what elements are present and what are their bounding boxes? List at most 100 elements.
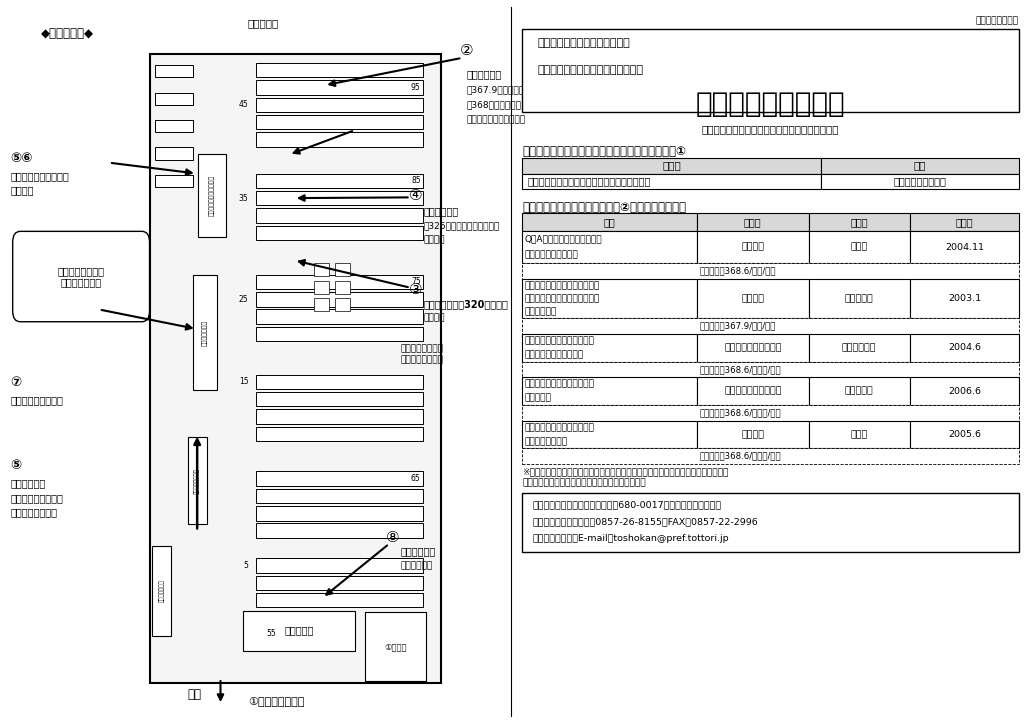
Bar	[522, 213, 697, 231]
Text: 新聞コーナ: 新聞コーナ	[285, 625, 313, 636]
Bar	[809, 231, 910, 263]
Bar	[522, 318, 1019, 334]
Text: ③: ③	[409, 282, 423, 296]
Text: ①閲覧室: ①閲覧室	[384, 643, 407, 651]
Text: 山田秀男: 山田秀男	[741, 243, 764, 252]
Bar	[821, 158, 1019, 174]
Text: インターネットコーナー: インターネットコーナー	[209, 174, 215, 216]
Text: 著者名: 著者名	[744, 217, 762, 227]
Text: 2004.6: 2004.6	[948, 343, 981, 352]
Text: 日本海新聞（２階）: 日本海新聞（２階）	[10, 493, 63, 503]
Text: セコムＩＳ研究所／編: セコムＩＳ研究所／編	[724, 387, 781, 395]
Text: 資料相談カウンター: 資料相談カウンター	[10, 395, 63, 406]
Bar	[256, 375, 423, 389]
Bar	[522, 362, 1019, 377]
Text: （駐車場）: （駐車場）	[248, 18, 280, 28]
Bar	[522, 334, 697, 362]
Text: 「367.9：性問題・性教育」: 「367.9：性問題・性教育」	[466, 85, 546, 94]
Bar	[522, 377, 697, 405]
Bar	[522, 421, 697, 448]
Text: ⑦: ⑦	[10, 376, 22, 389]
Bar	[522, 174, 821, 189]
Text: 法律関連雑誌: 法律関連雑誌	[400, 561, 433, 570]
Bar	[256, 558, 423, 573]
Bar	[256, 63, 423, 77]
Text: ストーカー規制法解説: ストーカー規制法解説	[524, 251, 579, 260]
Text: 2005.6: 2005.6	[948, 430, 981, 439]
Text: 電話：0857-26-8155　FAX：0857-22-2996: 電話：0857-26-8155 FAX：0857-22-2996	[532, 517, 758, 526]
Bar	[809, 377, 910, 405]
Bar	[187, 437, 207, 524]
Bar	[697, 421, 809, 448]
Text: 出版年: 出版年	[955, 217, 973, 227]
Text: ◆館内マップ◆: ◆館内マップ◆	[41, 27, 93, 40]
Text: ④: ④	[409, 188, 423, 202]
Text: １人暮らしの防範マニュアル: １人暮らしの防範マニュアル	[524, 336, 595, 346]
Bar	[522, 405, 1019, 421]
Text: 扶桑社: 扶桑社	[851, 430, 868, 439]
Text: 5: 5	[244, 561, 249, 570]
Bar	[155, 65, 193, 77]
Bar	[256, 489, 423, 503]
Bar	[365, 612, 426, 681]
Text: 25: 25	[239, 295, 249, 304]
Text: 出版者: 出版者	[851, 217, 868, 227]
Bar	[697, 334, 809, 362]
Text: とりぎん文化会館
（県民文化会館）: とりぎん文化会館 （県民文化会館）	[400, 345, 443, 364]
Text: 95: 95	[411, 83, 421, 92]
Bar	[256, 98, 423, 112]
Text: 棚４２番中央「320：法律」: 棚４２番中央「320：法律」	[423, 299, 508, 309]
Bar	[256, 115, 423, 129]
Text: 背ラベル：368.6/ヤマ/一般: 背ラベル：368.6/ヤマ/一般	[699, 267, 776, 275]
Bar	[256, 208, 423, 223]
Text: 発行: 発行	[913, 161, 927, 171]
Text: 中野麻美: 中野麻美	[741, 294, 764, 303]
Text: 関係法令: 関係法令	[423, 314, 444, 322]
Text: セコムが教える　防範プロの: セコムが教える 防範プロの	[524, 380, 595, 389]
Bar	[809, 334, 910, 362]
Text: ※ここで紹介している資料は一例です。書架にはこの他にも多数の資料があります。: ※ここで紹介している資料は一例です。書架にはこの他にも多数の資料があります。	[522, 468, 728, 476]
Text: 』関連する図書』　マップ番号②　棚４９番　左側: 』関連する図書』 マップ番号② 棚４９番 左側	[522, 201, 686, 214]
Text: （児童コーナー）: （児童コーナー）	[10, 508, 57, 518]
Text: 法律と手続き: 法律と手続き	[524, 307, 557, 316]
Text: ⑤: ⑤	[10, 459, 22, 472]
FancyBboxPatch shape	[522, 29, 1019, 112]
Bar	[697, 377, 809, 405]
Text: 新聞記事検索（日経）: 新聞記事検索（日経）	[10, 171, 69, 181]
Bar	[150, 54, 441, 683]
Text: 図書館で情報収集してみませんか？: 図書館で情報収集してみませんか？	[538, 65, 643, 75]
Text: 45: 45	[239, 100, 249, 109]
Text: 65: 65	[411, 474, 421, 483]
Text: 法情報検索マップ: 法情報検索マップ	[976, 16, 1019, 25]
Bar	[522, 158, 821, 174]
Bar	[256, 309, 423, 324]
Bar	[256, 506, 423, 521]
Text: ①　パンフレット: ① パンフレット	[249, 696, 305, 706]
Bar	[256, 80, 423, 95]
FancyBboxPatch shape	[12, 231, 150, 322]
Bar	[821, 174, 1019, 189]
Bar	[314, 263, 330, 276]
Text: 35: 35	[239, 194, 249, 202]
Bar	[198, 154, 225, 237]
Bar	[314, 281, 330, 294]
Bar	[910, 377, 1019, 405]
Bar	[256, 427, 423, 441]
Text: ⑧: ⑧	[386, 531, 399, 545]
Bar	[155, 175, 193, 187]
Bar	[910, 213, 1019, 231]
Bar	[256, 191, 423, 205]
Text: 』パンフレット・リーフレット』　マップ番号　①: 』パンフレット・リーフレット』 マップ番号 ①	[522, 145, 686, 158]
Text: 85: 85	[411, 176, 421, 185]
Bar	[155, 120, 193, 132]
Text: 新聞記事検索: 新聞記事検索	[10, 479, 45, 489]
Text: 判例検索: 判例検索	[10, 185, 34, 195]
Bar	[155, 93, 193, 105]
Text: 資料名: 資料名	[663, 161, 681, 171]
Bar	[697, 231, 809, 263]
Bar	[256, 593, 423, 607]
Text: 自由国民社: 自由国民社	[845, 294, 873, 303]
Text: 55: 55	[266, 629, 275, 638]
Text: 2006.6: 2006.6	[948, 387, 981, 395]
Text: 2003.1: 2003.1	[948, 294, 981, 303]
